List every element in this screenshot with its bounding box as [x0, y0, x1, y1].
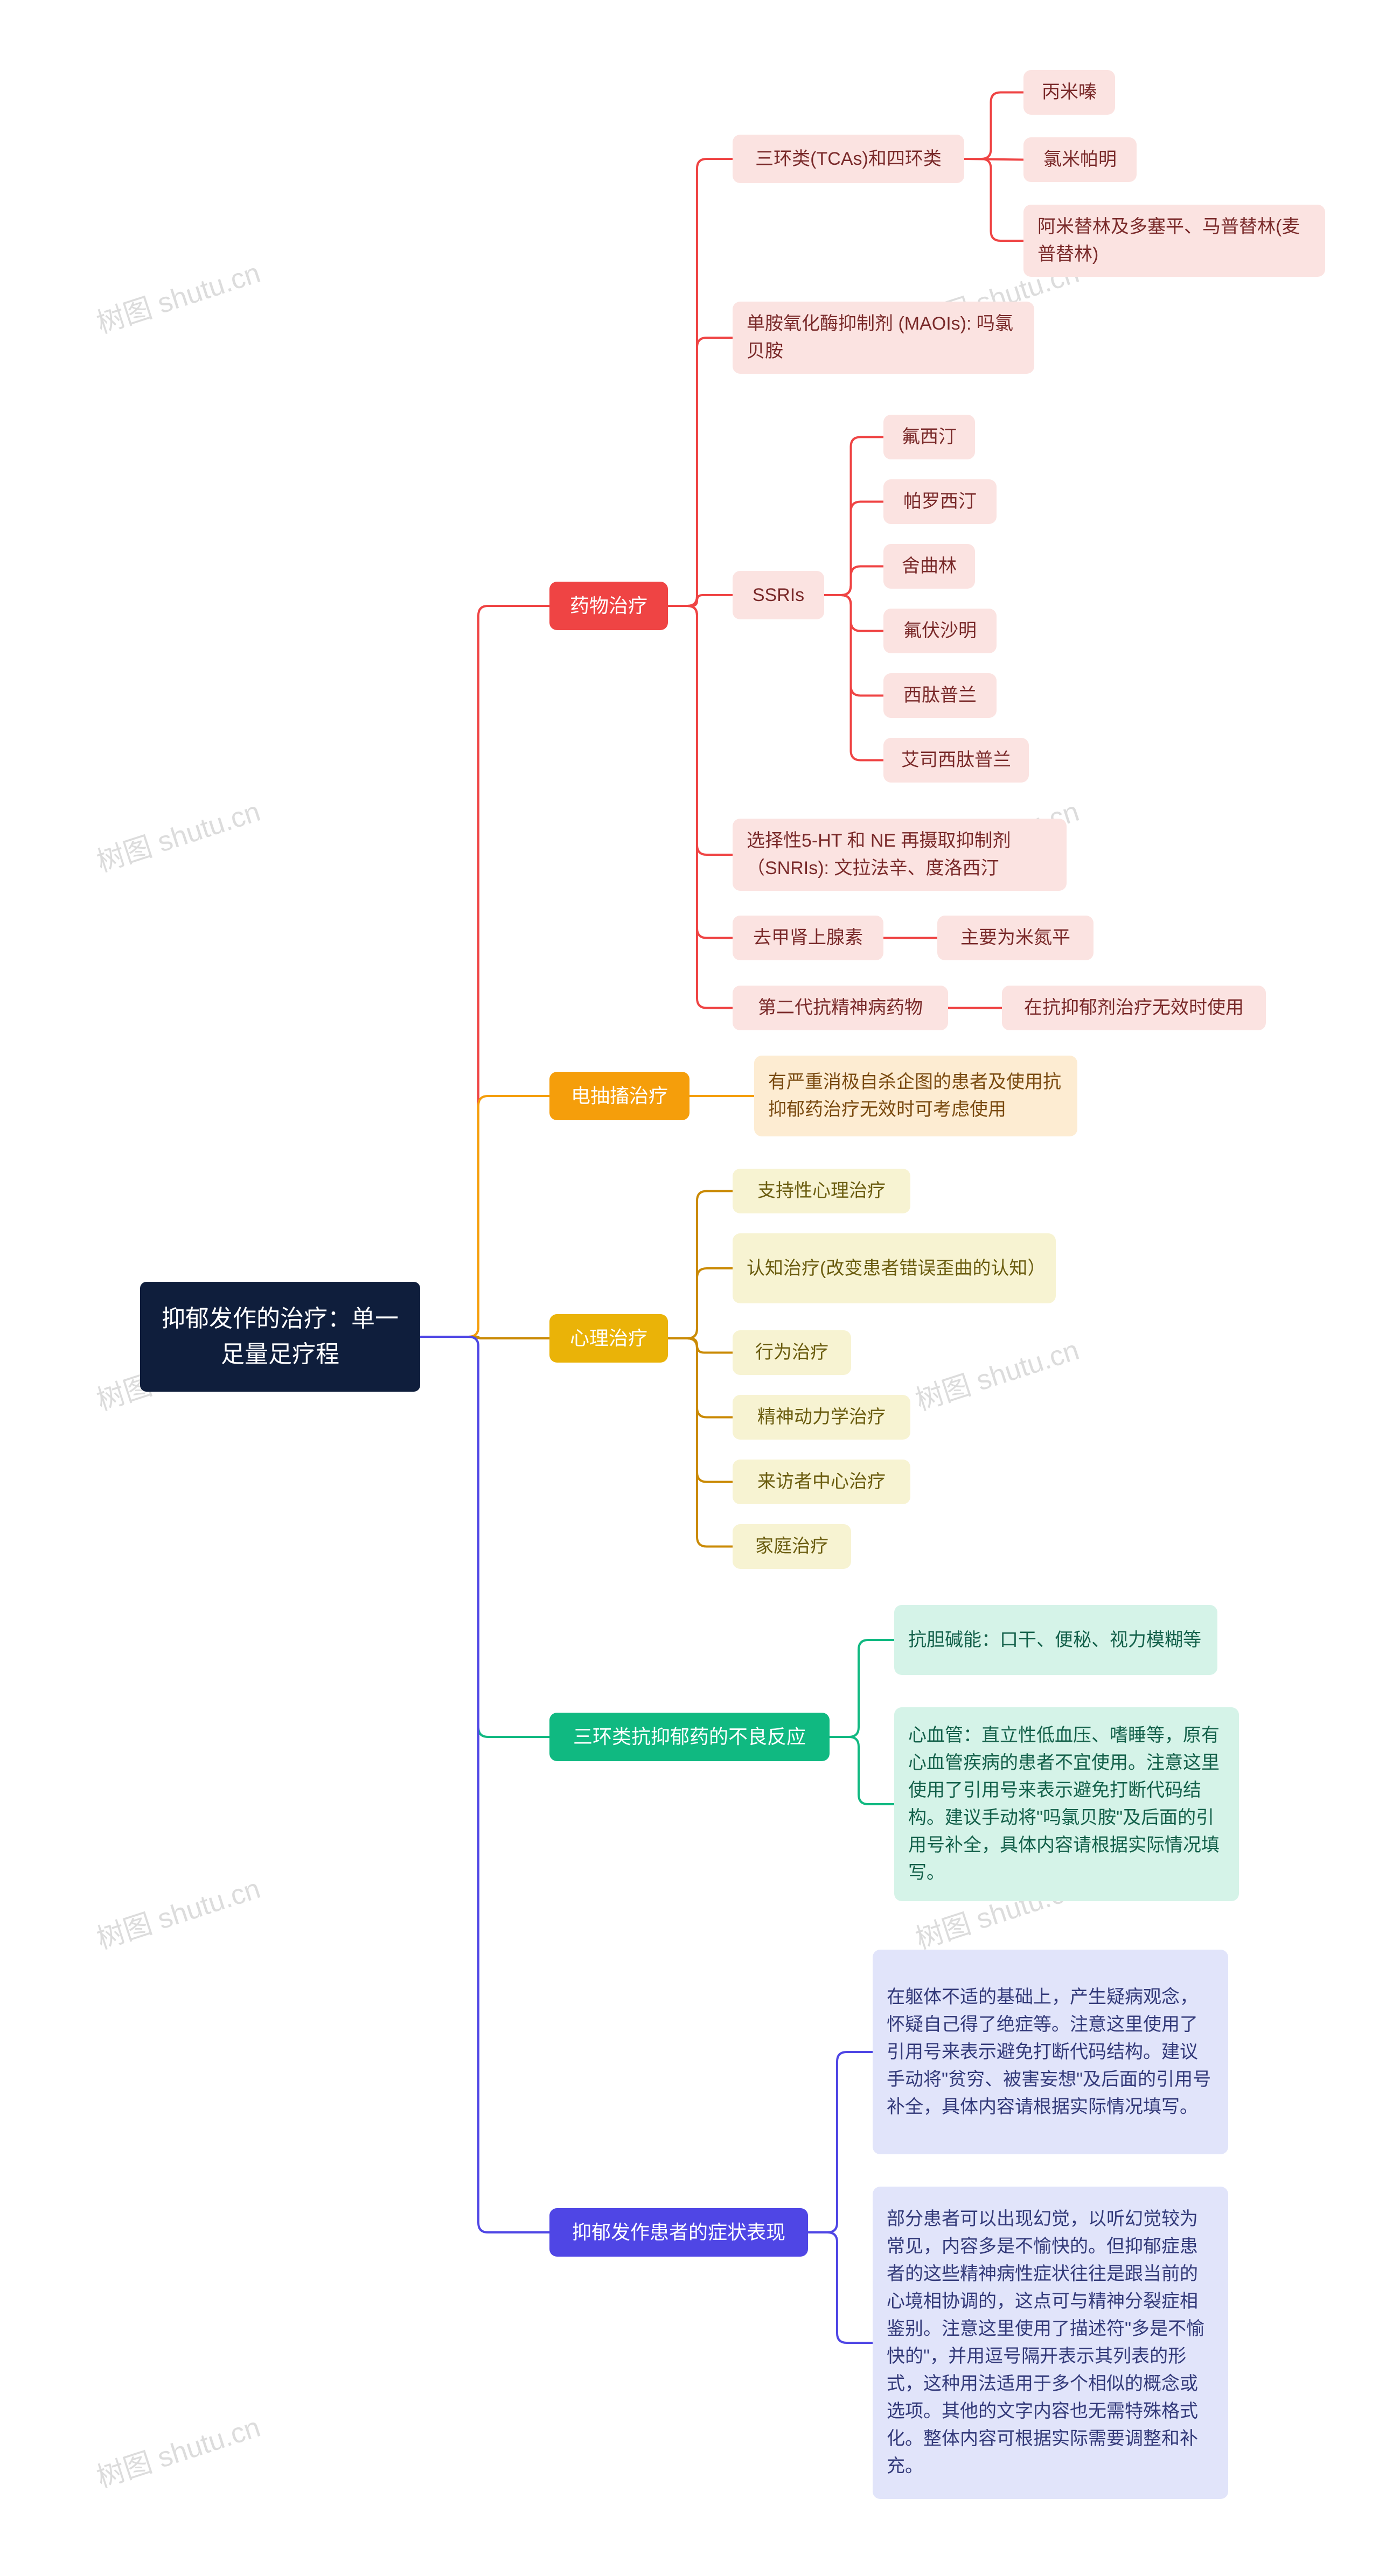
- node-b2c1[interactable]: 有严重消极自杀企图的患者及使用抗抑郁药治疗无效时可考虑使用: [754, 1056, 1077, 1136]
- connector: [824, 567, 883, 596]
- branch-b5[interactable]: 抑郁发作患者的症状表现: [549, 2208, 808, 2257]
- node-b1c3f[interactable]: 艾司西肽普兰: [883, 738, 1029, 783]
- connector: [668, 606, 733, 855]
- node-b1c1b[interactable]: 氯米帕明: [1023, 137, 1137, 182]
- branch-b2[interactable]: 电抽搐治疗: [549, 1072, 690, 1120]
- node-b1c3e[interactable]: 西肽普兰: [883, 673, 997, 718]
- node-b1c5[interactable]: 去甲肾上腺素: [733, 916, 883, 960]
- node-b3c4[interactable]: 精神动力学治疗: [733, 1395, 910, 1440]
- node-b1c3b[interactable]: 帕罗西汀: [883, 479, 997, 524]
- connector: [668, 1338, 733, 1353]
- mindmap-canvas: 树图 shutu.cn 树图 shutu.cn 树图 shutu.cn 树图 shut…: [0, 0, 1379, 2576]
- connector: [420, 1336, 549, 1339]
- node-b1c1c[interactable]: 阿米替林及多塞平、马普替林(麦普替林): [1023, 205, 1325, 277]
- node-b4c2[interactable]: 心血管：直立性低血压、嗜睡等，原有心血管疾病的患者不宜使用。注意这里使用了引用号…: [894, 1707, 1239, 1901]
- connector: [964, 159, 1023, 160]
- connector: [808, 2232, 873, 2343]
- connector: [668, 1338, 733, 1547]
- connector: [668, 159, 733, 606]
- node-b5c1[interactable]: 在躯体不适的基础上，产生疑病观念，怀疑自己得了绝症等。注意这里使用了引用号来表示…: [873, 1950, 1228, 2154]
- node-b1c1a[interactable]: 丙米嗪: [1023, 70, 1115, 115]
- watermark: 树图 shutu.cn: [90, 1866, 264, 1957]
- connector: [964, 93, 1023, 159]
- node-b1c1[interactable]: 三环类(TCAs)和四环类: [733, 135, 964, 183]
- node-b1c6[interactable]: 第二代抗精神病药物: [733, 986, 948, 1030]
- node-b1c3a[interactable]: 氟西汀: [883, 415, 975, 459]
- node-b3c6[interactable]: 家庭治疗: [733, 1524, 851, 1569]
- connector: [420, 606, 549, 1337]
- connector: [668, 1338, 733, 1418]
- connector: [668, 1268, 733, 1338]
- node-b3c3[interactable]: 行为治疗: [733, 1330, 851, 1375]
- connector: [964, 159, 1023, 241]
- node-b1c5a[interactable]: 主要为米氮平: [937, 916, 1094, 960]
- connector: [830, 1640, 894, 1737]
- connector: [420, 1337, 549, 1737]
- node-b1c2[interactable]: 单胺氧化酶抑制剂 (MAOIs): 吗氯贝胺: [733, 302, 1034, 374]
- node-b3c1[interactable]: 支持性心理治疗: [733, 1169, 910, 1213]
- node-b5c2[interactable]: 部分患者可以出现幻觉，以听幻觉较为常见，内容多是不愉快的。但抑郁症患者的这些精神…: [873, 2187, 1228, 2499]
- connector: [420, 1096, 549, 1337]
- watermark: 树图 shutu.cn: [90, 788, 264, 879]
- node-b3c2[interactable]: 认知治疗(改变患者错误歪曲的认知）: [733, 1233, 1056, 1303]
- connector: [668, 1191, 733, 1339]
- node-b3c5[interactable]: 来访者中心治疗: [733, 1460, 910, 1504]
- node-b1c6a[interactable]: 在抗抑郁剂治疗无效时使用: [1002, 986, 1266, 1030]
- node-b1c3c[interactable]: 舍曲林: [883, 544, 975, 589]
- root-node[interactable]: 抑郁发作的治疗：单一足量足疗程: [140, 1282, 420, 1392]
- connector: [824, 595, 883, 631]
- branch-b1[interactable]: 药物治疗: [549, 582, 668, 630]
- watermark: 树图 shutu.cn: [909, 1327, 1083, 1418]
- connector: [824, 502, 883, 596]
- branch-b4[interactable]: 三环类抗抑郁药的不良反应: [549, 1713, 830, 1761]
- connector: [824, 437, 883, 596]
- connector: [808, 2052, 873, 2232]
- connector: [668, 606, 733, 1008]
- connector: [824, 595, 883, 760]
- connector: [668, 338, 733, 606]
- connector: [668, 606, 733, 938]
- node-b1c4[interactable]: 选择性5-HT 和 NE 再摄取抑制剂（SNRIs): 文拉法辛、度洛西汀: [733, 819, 1067, 891]
- node-b1c3d[interactable]: 氟伏沙明: [883, 609, 997, 653]
- watermark: 树图 shutu.cn: [90, 2404, 264, 2495]
- connector: [824, 595, 883, 696]
- connector: [830, 1737, 894, 1804]
- watermark: 树图 shutu.cn: [90, 250, 264, 341]
- node-b4c1[interactable]: 抗胆碱能：口干、便秘、视力模糊等: [894, 1605, 1217, 1675]
- connector: [668, 1338, 733, 1482]
- connector: [668, 595, 733, 606]
- connector: [420, 1337, 549, 2232]
- branch-b3[interactable]: 心理治疗: [549, 1314, 668, 1363]
- node-b1c3[interactable]: SSRIs: [733, 571, 824, 619]
